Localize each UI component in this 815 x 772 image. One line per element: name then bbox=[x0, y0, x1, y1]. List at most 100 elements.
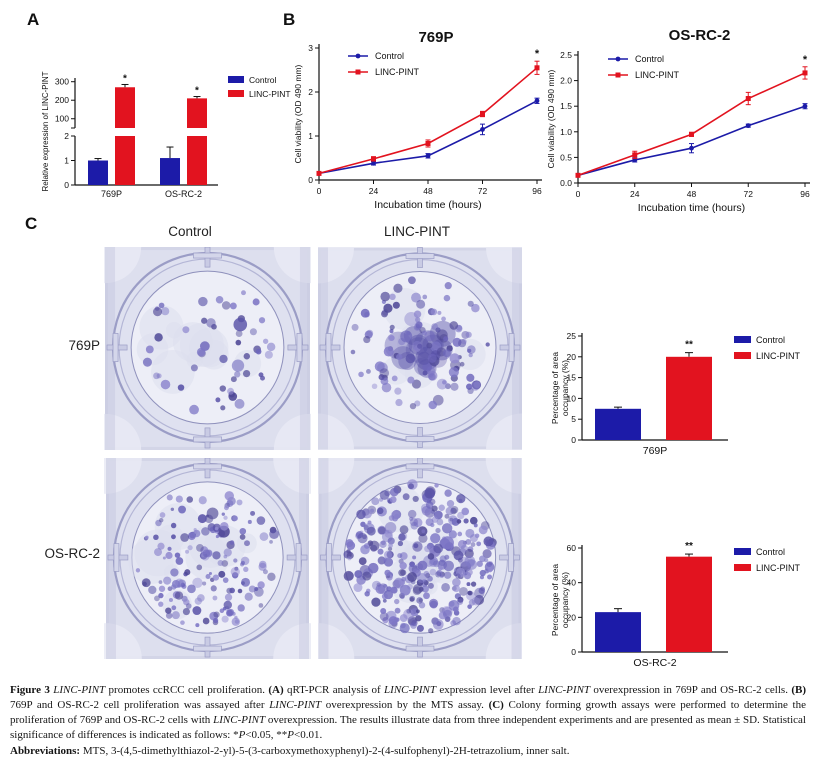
svg-text:Control: Control bbox=[249, 75, 277, 85]
row-label-os-rc-2: OS-RC-2 bbox=[44, 546, 100, 561]
svg-text:200: 200 bbox=[55, 95, 69, 105]
svg-text:0: 0 bbox=[571, 647, 576, 657]
caption-segment: (A) bbox=[268, 684, 284, 696]
caption-segment: P bbox=[238, 728, 246, 741]
svg-text:10: 10 bbox=[567, 393, 577, 403]
svg-text:LINC-PINT: LINC-PINT bbox=[249, 89, 291, 99]
panel-a-qrtpcr-bar-chart: 100 200 300 0 1 2 Relative expression of LINC-… bbox=[41, 71, 291, 199]
svg-text:24: 24 bbox=[369, 186, 379, 196]
caption-segment: Figure 3 bbox=[10, 684, 54, 696]
figure-caption: Figure 3 LINC-PINT promotes ccRCC cell p… bbox=[10, 683, 806, 760]
caption-segment: LINC-PINT bbox=[269, 698, 322, 711]
svg-text:LINC-PINT: LINC-PINT bbox=[635, 70, 680, 80]
svg-text:Percentage of area: Percentage of area bbox=[550, 564, 560, 637]
svg-text:1.5: 1.5 bbox=[560, 101, 572, 111]
svg-text:0: 0 bbox=[317, 186, 322, 196]
svg-text:Incubation time (hours): Incubation time (hours) bbox=[638, 202, 745, 214]
caption-segment: P bbox=[287, 728, 295, 741]
svg-text:2: 2 bbox=[308, 87, 313, 97]
caption-segment: 769P and OS-RC-2 cell proliferation was … bbox=[10, 698, 270, 711]
colony-dish-769p-linc-pint bbox=[318, 247, 522, 450]
panel-c-bar-chart-769p: 0 5 10 15 20 25 Percentage of area occupancy (%… bbox=[550, 331, 801, 457]
svg-text:15: 15 bbox=[567, 373, 577, 383]
svg-text:72: 72 bbox=[744, 189, 754, 199]
colony-dish-769p-control bbox=[104, 247, 311, 450]
svg-text:1: 1 bbox=[308, 131, 313, 141]
svg-text:Control: Control bbox=[756, 547, 785, 557]
svg-text:OS-RC-2: OS-RC-2 bbox=[165, 189, 202, 199]
svg-text:LINC-PINT: LINC-PINT bbox=[756, 351, 801, 361]
svg-text:Cell viability (OD 490 mm): Cell viability (OD 490 mm) bbox=[293, 64, 303, 163]
caption-segment: LINC-PINT bbox=[384, 684, 437, 696]
svg-text:769P: 769P bbox=[643, 445, 668, 457]
caption-segment: (C) bbox=[488, 698, 504, 711]
svg-text:**: ** bbox=[685, 541, 693, 552]
svg-text:48: 48 bbox=[423, 186, 433, 196]
caption-segment: Abbreviations: bbox=[10, 744, 81, 757]
svg-text:300: 300 bbox=[55, 77, 69, 87]
colony-dish-os-rc-2-linc-pint bbox=[318, 458, 522, 659]
svg-text:1.0: 1.0 bbox=[560, 127, 572, 137]
svg-text:20: 20 bbox=[567, 352, 577, 362]
svg-text:*: * bbox=[195, 86, 199, 97]
caption-segment: overexpression in 769P and OS-RC-2 cells… bbox=[590, 684, 792, 696]
svg-text:Cell viability (OD 490 mm): Cell viability (OD 490 mm) bbox=[546, 69, 556, 168]
svg-text:2: 2 bbox=[64, 131, 69, 141]
svg-text:LINC-PINT: LINC-PINT bbox=[375, 67, 420, 77]
caption-segment: expression level after bbox=[436, 684, 539, 696]
svg-text:occupancy (%): occupancy (%) bbox=[560, 572, 570, 628]
panel-b-label: B bbox=[283, 10, 296, 29]
svg-text:OS-RC-2: OS-RC-2 bbox=[633, 657, 676, 669]
svg-text:769P: 769P bbox=[101, 189, 122, 199]
column-header-control: Control bbox=[168, 224, 212, 239]
panel-a-label: A bbox=[27, 10, 40, 29]
row-label-769p: 769P bbox=[68, 338, 100, 353]
panel-c-bar-chart-os-rc-2: 0 20 40 60 Percentage of area occupancy (%) **… bbox=[550, 541, 801, 669]
svg-text:5: 5 bbox=[571, 414, 576, 424]
svg-text:Relative expression of LINC-PI: Relative expression of LINC-PINT bbox=[41, 71, 50, 191]
svg-text:1: 1 bbox=[64, 156, 69, 166]
svg-text:0: 0 bbox=[308, 175, 313, 185]
svg-text:Incubation time (hours): Incubation time (hours) bbox=[374, 199, 481, 211]
svg-text:96: 96 bbox=[532, 186, 542, 196]
svg-text:Control: Control bbox=[756, 335, 785, 345]
caption-segment: MTS, 3-(4,5-dimethylthiazol-2-yl)-5-(3-c… bbox=[80, 744, 570, 757]
caption-segment: <0.05, ** bbox=[245, 728, 288, 741]
caption-segment: Colony forming growth assays were perfor… bbox=[10, 698, 806, 726]
svg-text:occupancy (%): occupancy (%) bbox=[560, 360, 570, 416]
svg-text:*: * bbox=[535, 48, 540, 60]
caption-segment: LINC-PINT bbox=[53, 684, 106, 696]
svg-text:Control: Control bbox=[375, 51, 404, 61]
caption-segment: <0.01. bbox=[294, 728, 323, 741]
panel-b-line-chart-os-rc-2: OS-RC-2 0.0 0.5 1.0 1.5 2.0 2.5 0 24 48 72 96 Incuba… bbox=[546, 27, 810, 214]
panel-c-label: C bbox=[25, 214, 38, 233]
svg-text:20: 20 bbox=[567, 612, 577, 622]
colony-dish-os-rc-2-control bbox=[104, 458, 311, 659]
svg-text:0.5: 0.5 bbox=[560, 152, 572, 162]
caption-text: Figure 3 LINC-PINT promotes ccRCC cell p… bbox=[10, 683, 806, 743]
caption-abbreviations: Abbreviations: MTS, 3-(4,5-dimethylthiaz… bbox=[10, 744, 806, 759]
svg-text:0: 0 bbox=[571, 435, 576, 445]
svg-text:96: 96 bbox=[800, 189, 810, 199]
svg-text:3: 3 bbox=[308, 43, 313, 53]
caption-segment: (B) bbox=[791, 684, 806, 696]
svg-text:*: * bbox=[803, 54, 808, 66]
caption-segment: overexpression by the MTS assay. bbox=[321, 698, 489, 711]
svg-text:60: 60 bbox=[567, 543, 577, 553]
svg-text:Control: Control bbox=[635, 54, 664, 64]
svg-text:2.0: 2.0 bbox=[560, 76, 572, 86]
svg-text:Percentage of area: Percentage of area bbox=[550, 352, 560, 425]
caption-segment: overexpression. The results illustrate d… bbox=[10, 713, 806, 741]
svg-text:40: 40 bbox=[567, 578, 577, 588]
svg-text:2.5: 2.5 bbox=[560, 50, 572, 60]
caption-segment: qRT-PCR analysis of bbox=[283, 684, 385, 696]
caption-segment: promotes ccRCC cell proliferation. bbox=[105, 684, 269, 696]
svg-text:0: 0 bbox=[64, 180, 69, 190]
svg-text:72: 72 bbox=[478, 186, 488, 196]
svg-text:LINC-PINT: LINC-PINT bbox=[756, 563, 801, 573]
svg-text:**: ** bbox=[685, 340, 693, 351]
column-header-linc-pint: LINC-PINT bbox=[383, 224, 450, 239]
svg-text:48: 48 bbox=[687, 189, 697, 199]
svg-text:*: * bbox=[123, 73, 127, 84]
